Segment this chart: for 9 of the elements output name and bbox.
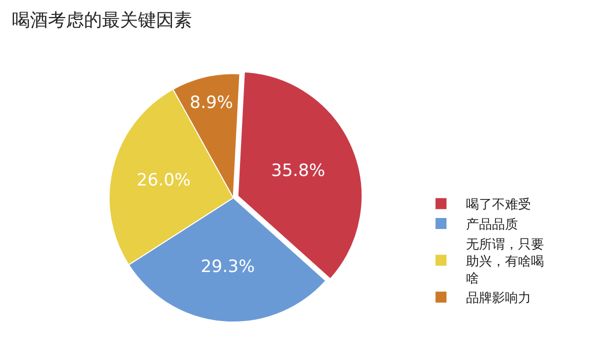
legend-label: 产品品质: [466, 218, 518, 233]
data-label: 35.8%: [271, 160, 326, 181]
legend-label: 喝了不难受: [466, 198, 531, 213]
data-label: 8.9%: [190, 93, 233, 114]
chart-title: 喝酒考虑的最关键因素: [12, 10, 192, 32]
data-label: 29.3%: [200, 256, 255, 277]
legend-label: 无所谓，只要助兴，有啥喝啥: [466, 237, 544, 286]
data-label: 26.0%: [136, 170, 191, 190]
legend-label: 品牌影响力: [466, 291, 531, 306]
